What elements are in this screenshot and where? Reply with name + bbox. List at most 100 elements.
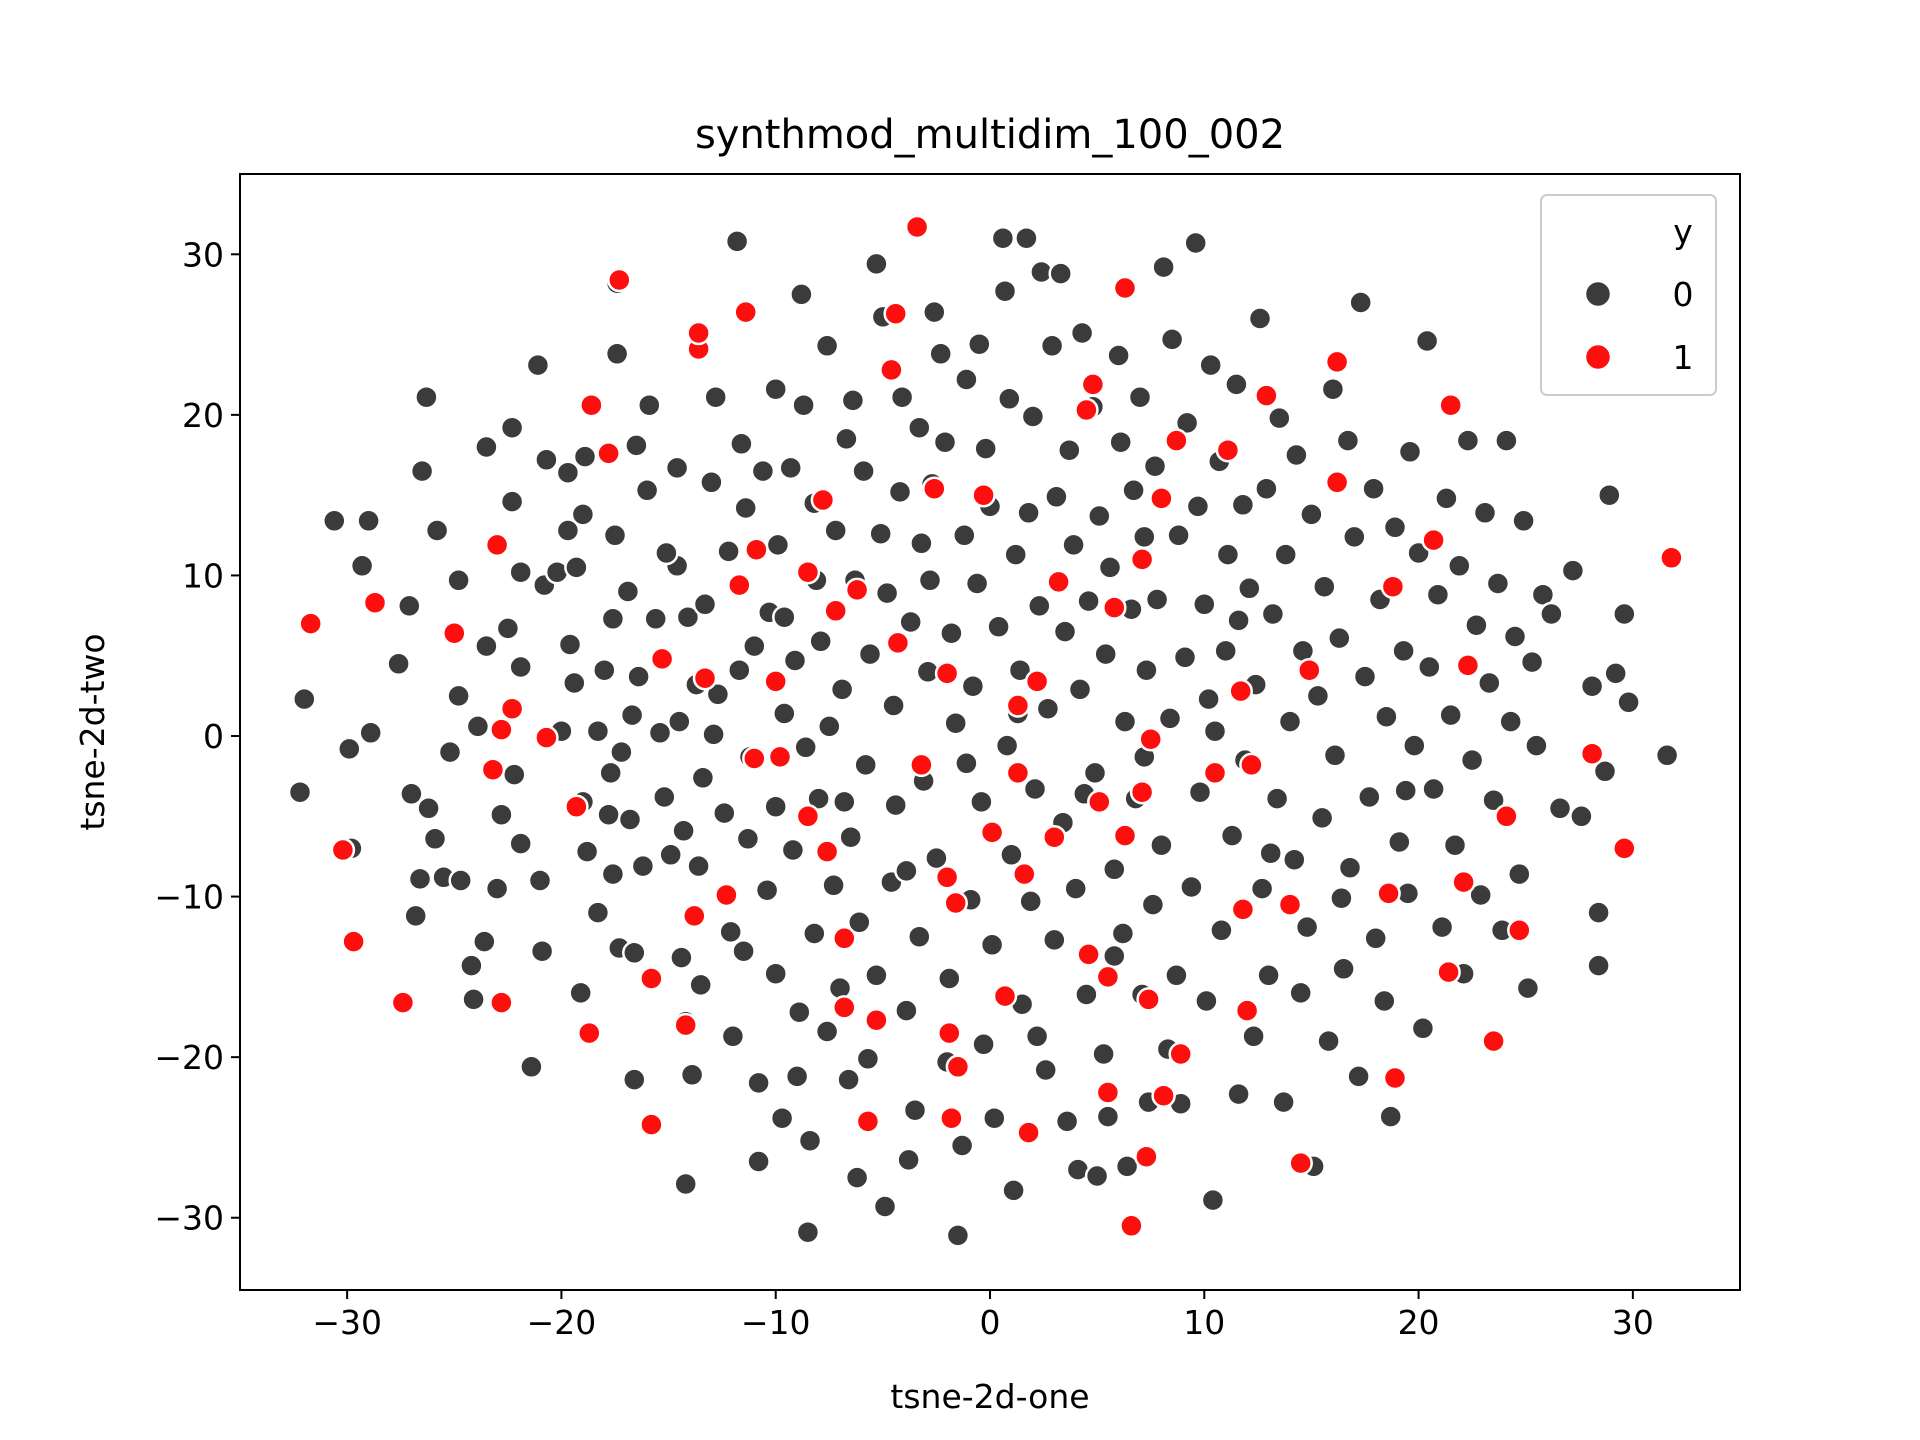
point-class-0-338	[1447, 553, 1472, 579]
point-class-0-180	[945, 1223, 971, 1248]
point-class-0-14	[414, 384, 439, 410]
point-class-1-106	[934, 865, 960, 890]
y-axis-label: tsne-2d-two	[73, 633, 112, 830]
point-class-0-384	[1329, 885, 1354, 911]
point-class-0-76	[647, 720, 673, 746]
point-class-0-122	[782, 648, 808, 673]
point-class-0-1	[287, 779, 313, 805]
point-class-0-159	[883, 792, 908, 818]
point-class-1-16	[639, 1112, 664, 1137]
point-class-0-92	[692, 592, 718, 617]
point-class-0-281	[1237, 576, 1262, 601]
point-class-0-302	[1309, 805, 1335, 831]
point-class-0-206	[1018, 889, 1043, 914]
point-class-0-320	[1374, 704, 1399, 729]
point-class-0-93	[699, 470, 724, 495]
point-class-0-124	[791, 392, 816, 418]
point-class-0-185	[960, 673, 986, 699]
point-class-0-47	[562, 670, 587, 696]
point-class-0-90	[688, 972, 713, 998]
point-class-0-131	[806, 786, 831, 811]
point-class-0-314	[1352, 664, 1378, 689]
point-class-0-87	[679, 1062, 705, 1088]
point-class-0-365	[1592, 759, 1618, 784]
y-tick-label: −30	[154, 1199, 224, 1238]
point-class-0-293	[1277, 709, 1303, 734]
point-class-0-301	[1305, 683, 1331, 709]
point-class-0-161	[889, 384, 915, 410]
point-class-0-160	[887, 479, 913, 505]
point-class-0-287	[1256, 963, 1281, 988]
point-class-1-43	[885, 630, 911, 656]
point-class-0-72	[630, 853, 656, 879]
legend-label-1: 1	[1673, 338, 1694, 377]
point-class-0-4	[349, 553, 375, 579]
point-class-0-295	[1284, 442, 1309, 468]
point-class-0-171	[917, 568, 943, 593]
point-class-0-218	[1052, 619, 1078, 644]
point-class-0-253	[1149, 832, 1174, 858]
point-class-1-75	[1138, 726, 1163, 752]
point-class-0-118	[772, 701, 797, 726]
point-class-1-66	[1095, 1080, 1121, 1105]
point-class-0-182	[952, 523, 977, 548]
point-class-0-57	[596, 802, 621, 827]
point-class-0-387	[787, 999, 812, 1025]
point-class-0-334	[1429, 914, 1455, 940]
point-class-0-143	[840, 388, 866, 413]
point-class-0-254	[1151, 254, 1176, 280]
point-class-0-229	[1082, 760, 1108, 786]
point-class-0-326	[1397, 439, 1423, 465]
point-class-1-96	[1438, 392, 1463, 418]
point-class-1-57	[1012, 861, 1037, 887]
point-class-0-362	[1579, 673, 1605, 699]
point-class-0-331	[1417, 654, 1442, 680]
point-class-0-192	[979, 932, 1005, 958]
point-class-1-20	[682, 903, 707, 929]
point-class-0-82	[669, 945, 694, 970]
point-class-0-222	[1063, 876, 1088, 901]
point-class-0-343	[1468, 882, 1493, 908]
point-class-0-132	[808, 629, 833, 654]
point-class-0-245	[1127, 384, 1153, 410]
point-class-0-377	[894, 858, 919, 884]
point-class-0-358	[1539, 601, 1564, 627]
point-class-0-324	[1391, 638, 1416, 664]
point-class-0-224	[1067, 677, 1093, 702]
point-class-0-196	[992, 278, 1018, 304]
point-class-1-26	[733, 299, 758, 325]
point-class-1-69	[1112, 823, 1138, 848]
point-class-0-13	[409, 458, 435, 484]
point-class-0-152	[864, 963, 889, 988]
point-class-0-266	[1187, 779, 1213, 805]
point-class-0-277	[1224, 372, 1249, 397]
point-class-0-175	[932, 429, 958, 455]
point-class-0-346	[1481, 787, 1506, 813]
point-class-0-39	[527, 868, 553, 893]
point-class-0-12	[407, 866, 433, 892]
x-tick-label: −20	[527, 1303, 597, 1342]
point-class-1-60	[1042, 824, 1067, 850]
point-class-0-344	[1472, 500, 1498, 526]
point-class-0-64	[609, 739, 634, 765]
point-class-0-204	[1014, 225, 1039, 251]
point-class-0-123	[789, 282, 814, 307]
point-class-0-352	[1507, 861, 1532, 887]
point-class-0-315	[1357, 784, 1382, 810]
point-class-0-54	[585, 718, 611, 744]
point-class-0-16	[422, 826, 448, 852]
point-class-1-27	[742, 746, 767, 771]
point-class-0-21	[446, 683, 471, 709]
point-class-0-268	[1194, 988, 1219, 1014]
point-class-0-207	[1020, 404, 1046, 429]
point-class-0-361	[1569, 804, 1594, 829]
point-class-0-333	[1425, 582, 1451, 607]
point-class-0-33	[502, 762, 527, 787]
point-class-0-27	[474, 434, 499, 460]
point-class-0-259	[1166, 523, 1191, 548]
point-class-0-134	[814, 1019, 840, 1044]
point-class-0-68	[622, 1067, 647, 1092]
point-class-1-70	[1119, 1213, 1144, 1239]
point-class-0-168	[909, 531, 934, 556]
point-class-0-24	[461, 987, 486, 1012]
